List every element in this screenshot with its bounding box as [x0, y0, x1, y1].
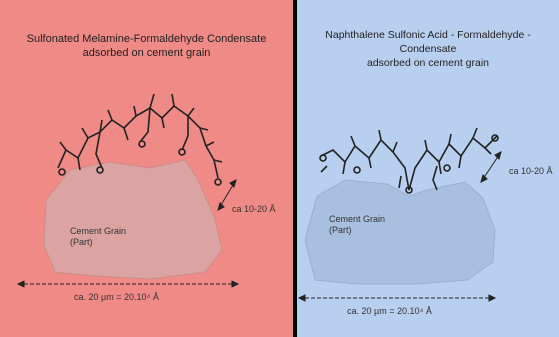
left-width-arrow [16, 280, 240, 288]
right-cement-grain [304, 179, 496, 285]
left-title-line1: Sulfonated Melamine-Formaldehyde Condens… [26, 33, 267, 45]
left-width-label: ca. 20 µm = 20.10⁴ Å [74, 292, 159, 302]
right-diagram [297, 127, 502, 302]
right-panel-title: Naphthalene Sulfonic Acid - Formaldehyde… [297, 28, 559, 70]
right-grain-label-line1: Cement Grain [329, 214, 386, 224]
left-grain-label-line1: Cement Grain [70, 226, 127, 236]
left-thickness-label: ca 10-20 Å [232, 204, 276, 214]
left-polymer-chain [57, 93, 223, 186]
right-width-arrow [297, 294, 497, 302]
right-width-label: ca. 20 µm = 20.10⁴ Å [347, 306, 432, 316]
left-title-line2: adsorbed on cement grain [82, 47, 211, 59]
right-thickness-arrow [480, 151, 502, 183]
right-grain-label: Cement Grain (Part) [329, 214, 385, 236]
left-grain-label-line2: (Part) [70, 237, 93, 247]
right-grain-label-line2: (Part) [329, 225, 352, 235]
right-title-line2: adsorbed on cement grain [367, 57, 489, 69]
left-cement-grain [43, 159, 223, 280]
left-panel-melamine: Sulfonated Melamine-Formaldehyde Condens… [0, 0, 293, 337]
left-panel-title: Sulfonated Melamine-Formaldehyde Condens… [0, 32, 293, 60]
left-grain-label: Cement Grain (Part) [70, 226, 126, 248]
right-title-line1: Naphthalene Sulfonic Acid - Formaldehyde… [325, 29, 531, 55]
left-diagram [16, 93, 240, 288]
right-thickness-label: ca 10-20 Å [509, 166, 553, 176]
left-thickness-arrow [217, 179, 237, 211]
right-polymer-chain [319, 127, 499, 194]
right-panel-naphthalene: Naphthalene Sulfonic Acid - Formaldehyde… [297, 0, 559, 337]
